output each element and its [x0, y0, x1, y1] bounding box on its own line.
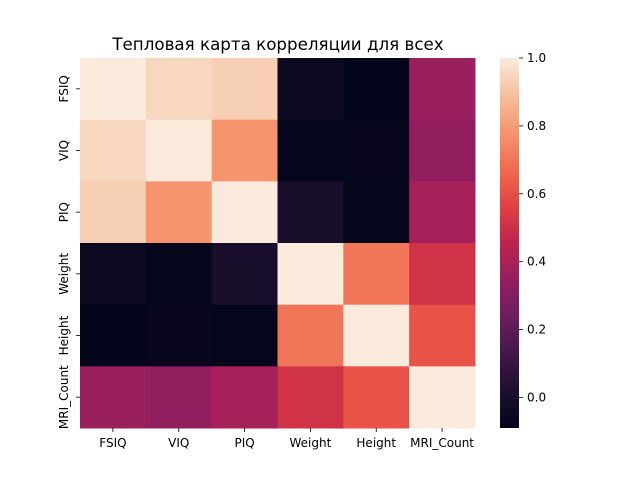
- heatmap-cell: [80, 304, 147, 367]
- heatmap-cell: [80, 243, 147, 306]
- heatmap-cell: [145, 119, 213, 182]
- heatmap-cell: [145, 243, 213, 306]
- y-tick-label: FSIQ: [57, 75, 71, 102]
- heatmap-cell: [211, 58, 278, 121]
- heatmap-cell: [343, 366, 410, 429]
- y-tick-label: MRI_Count: [57, 365, 71, 429]
- x-tick-label: Weight: [290, 436, 332, 450]
- colorbar-tick-label: 0.2: [527, 323, 546, 337]
- heatmap-cell: [409, 304, 476, 367]
- heatmap-cell: [80, 366, 147, 429]
- heatmap-cell: [80, 119, 147, 182]
- heatmap-cell: [277, 243, 344, 306]
- heatmap-cell: [211, 243, 278, 306]
- heatmap-cells: [80, 58, 476, 429]
- heatmap-cell: [343, 304, 410, 367]
- colorbar-tick-label: 0.6: [527, 187, 546, 201]
- heatmap-cell: [343, 58, 410, 121]
- heatmap-cell: [409, 119, 476, 182]
- heatmap-cell: [277, 119, 344, 182]
- heatmap-cell: [145, 181, 213, 244]
- y-axis: FSIQ VIQ PIQ Weight Height MRI_Count: [57, 75, 80, 429]
- heatmap-cell: [277, 181, 344, 244]
- heatmap-cell: [343, 181, 410, 244]
- heatmap-cell: [277, 366, 344, 429]
- colorbar-tick-label: 0.8: [527, 119, 546, 133]
- heatmap-cell: [211, 304, 278, 367]
- y-tick-label: PIQ: [57, 202, 71, 222]
- colorbar-tick-label: 0.0: [527, 390, 546, 404]
- x-tick-label: PIQ: [234, 436, 254, 450]
- heatmap-cell: [145, 58, 213, 121]
- colorbar: [500, 58, 519, 428]
- heatmap-cell: [343, 243, 410, 306]
- x-tick-label: Height: [356, 436, 396, 450]
- heatmap-cell: [211, 119, 278, 182]
- y-tick-label: Height: [57, 315, 71, 355]
- x-tick-label: FSIQ: [99, 436, 126, 450]
- colorbar-ticks: 0.0 0.2 0.4 0.6 0.8 1.0: [519, 51, 546, 404]
- heatmap-cell: [409, 58, 476, 121]
- heatmap-cell: [409, 243, 476, 306]
- y-tick-label: VIQ: [57, 140, 71, 161]
- colorbar-tick-label: 1.0: [527, 51, 546, 65]
- x-tick-label: MRI_Count: [410, 436, 474, 450]
- heatmap-cell: [145, 366, 213, 429]
- y-tick-label: Weight: [57, 253, 71, 295]
- heatmap-cell: [145, 304, 213, 367]
- chart-title: Тепловая карта корреляции для всех: [111, 34, 443, 54]
- heatmap-cell: [409, 181, 476, 244]
- heatmap-cell: [211, 366, 278, 429]
- colorbar-tick-label: 0.4: [527, 255, 546, 269]
- heatmap-cell: [343, 119, 410, 182]
- x-tick-label: VIQ: [168, 436, 189, 450]
- heatmap-cell: [80, 181, 147, 244]
- heatmap-cell: [211, 181, 278, 244]
- heatmap-cell: [277, 304, 344, 367]
- heatmap-cell: [80, 58, 147, 121]
- x-axis: FSIQ VIQ PIQ Weight Height MRI_Count: [99, 428, 474, 450]
- heatmap-cell: [409, 366, 476, 429]
- heatmap-cell: [277, 58, 344, 121]
